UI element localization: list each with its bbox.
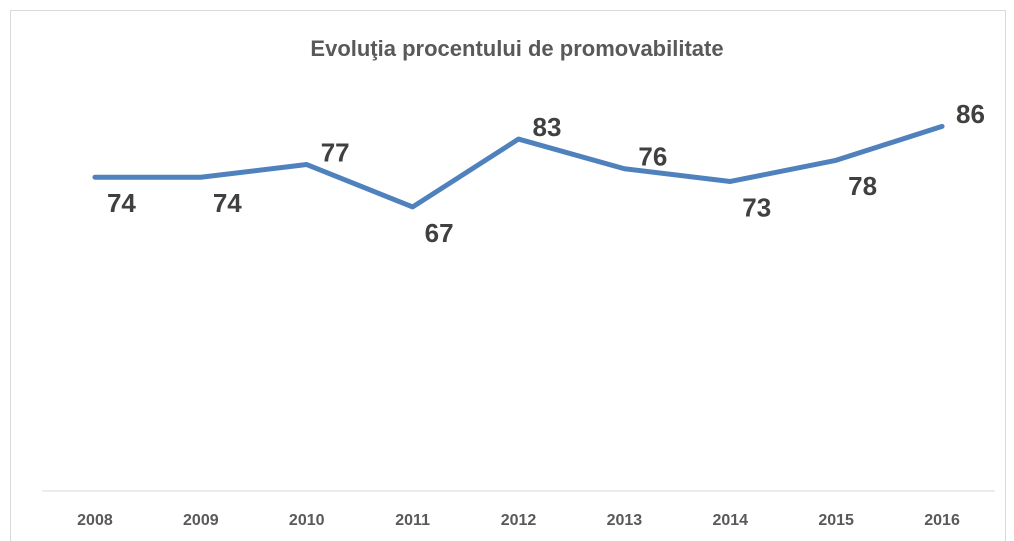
- x-tick-label: 2015: [818, 512, 854, 529]
- x-tick-label: 2014: [712, 512, 748, 529]
- line-series: [92, 123, 945, 210]
- data-label: 76: [638, 142, 667, 172]
- data-label: 67: [425, 218, 454, 248]
- x-tick-label: 2016: [924, 512, 960, 529]
- data-label: 83: [533, 112, 562, 142]
- x-tick-label: 2010: [289, 512, 325, 529]
- data-label: 78: [848, 171, 877, 201]
- chart-title: Evoluţia procentului de promovabilitate: [310, 36, 723, 61]
- x-tick-label: 2013: [607, 512, 643, 529]
- x-tick-label: 2008: [77, 512, 113, 529]
- data-label: 74: [107, 188, 136, 218]
- x-tick-label: 2011: [395, 512, 430, 529]
- data-label: 73: [742, 192, 771, 222]
- data-label: 86: [956, 99, 985, 129]
- x-tick-label: 2012: [501, 512, 537, 529]
- data-label: 74: [213, 188, 242, 218]
- x-tick-label: 2009: [183, 512, 219, 529]
- chart-border: [10, 10, 1006, 541]
- data-label: 77: [321, 137, 350, 167]
